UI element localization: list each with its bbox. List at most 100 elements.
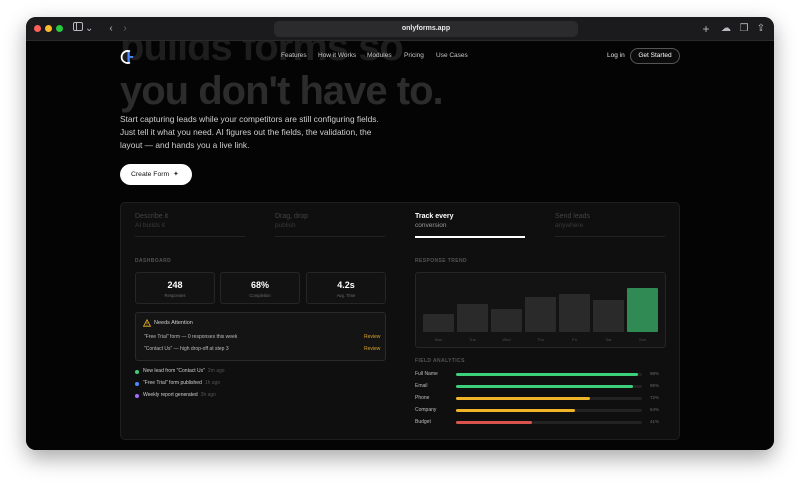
trend-day-label: Thu (537, 337, 544, 342)
tab-underline (555, 236, 665, 237)
onlyforms-logo-icon[interactable] (120, 49, 136, 65)
address-bar[interactable]: onlyforms.app (274, 21, 578, 37)
create-form-label: Create Form (131, 171, 170, 178)
feature-panel: Describe it AI builds it Drag, drop publ… (120, 202, 680, 440)
field-progress-fill (456, 421, 533, 424)
nav-link-how-it-works[interactable]: How it Works (318, 52, 357, 59)
review-link[interactable]: Review (364, 346, 381, 352)
trend-day-label: Fri (572, 337, 577, 342)
tab-title: Drag, drop (275, 213, 309, 220)
tab-describe[interactable]: Describe it AI builds it (135, 212, 245, 237)
new-tab-icon[interactable]: + (702, 22, 710, 36)
field-progress-track (456, 385, 642, 388)
field-percent: 98% (650, 371, 660, 376)
trend-bar-fri (559, 294, 590, 332)
stat-value: 4.2s (337, 280, 355, 290)
field-analytics-row: Company 64% (415, 407, 666, 415)
activity-time: 1h ago (204, 380, 221, 386)
activity-text: "Free Trial" form published (143, 380, 202, 386)
field-name: Email (415, 383, 428, 389)
tab-underline (415, 236, 525, 238)
field-progress-track (456, 421, 642, 424)
field-progress-track (456, 373, 642, 376)
chevron-down-icon[interactable]: ⌄ (85, 23, 94, 34)
tabs-overview-icon[interactable]: ❐ (739, 23, 749, 34)
field-analytics-row: Email 95% (415, 383, 666, 391)
cloud-icon[interactable]: ☁ (721, 23, 731, 34)
tab-title: Track every (415, 213, 454, 220)
field-percent: 41% (650, 419, 660, 424)
trend-day-label: Wed (502, 337, 511, 342)
field-progress-fill (456, 385, 633, 388)
tab-subtitle: publish (275, 222, 296, 229)
create-form-button[interactable]: Create Form ✦ (120, 164, 192, 185)
stat-label: Avg. Time (336, 293, 356, 298)
tab-subtitle: anywhere (555, 222, 584, 229)
field-progress-track (456, 397, 642, 400)
nav-link-features[interactable]: Features (281, 52, 307, 59)
trend-day-label: Mon (434, 337, 443, 342)
browser-window: ⌄ ‹ › onlyforms.app + ☁ ❐ ⇪ builds forms… (26, 17, 774, 450)
sidebar-toggle-icon[interactable] (72, 22, 84, 36)
field-progress-track (456, 409, 642, 412)
tab-title: Send leads (555, 213, 591, 220)
login-link[interactable]: Log in (607, 52, 625, 59)
maximize-window-button[interactable] (56, 25, 63, 32)
trend-bar-wed (491, 309, 522, 332)
activity-time: 2m ago (207, 368, 225, 374)
field-progress-fill (456, 397, 590, 400)
stat-card-responses: 248 Responses (135, 272, 215, 304)
response-trend-chart: Mon Tue Wed Thu Fri Sat Sun (415, 272, 666, 348)
field-analytics-label: FIELD ANALYTICS (415, 358, 465, 364)
stat-card-avg-time: 4.2s Avg. Time (306, 272, 386, 304)
field-percent: 72% (650, 395, 660, 400)
field-name: Budget (415, 419, 431, 425)
status-dot (135, 382, 139, 386)
trend-day-label: Tue (469, 337, 476, 342)
needs-attention-card: Needs Attention "Free Trial" form — 0 re… (135, 312, 386, 361)
nav-link-use-cases[interactable]: Use Cases (436, 52, 468, 59)
stat-label: Completion (249, 293, 271, 298)
url-text: onlyforms.app (401, 25, 451, 32)
field-name: Full Name (415, 371, 438, 377)
minimize-window-button[interactable] (45, 25, 52, 32)
trend-bar-sun (627, 288, 658, 332)
tab-subtitle: AI builds it (135, 222, 165, 229)
review-link[interactable]: Review (364, 334, 381, 340)
trend-bar-tue (457, 304, 488, 332)
forward-arrow-icon[interactable]: › (123, 23, 127, 34)
activity-text: New lead from "Contact Us" (143, 368, 205, 374)
field-name: Phone (415, 395, 430, 401)
back-arrow-icon[interactable]: ‹ (109, 23, 113, 34)
hero-headline-line2: you don't have to. (120, 69, 444, 113)
field-percent: 64% (650, 407, 660, 412)
nav-link-modules[interactable]: Modules (367, 52, 392, 59)
trend-bar-sat (593, 300, 624, 332)
sparkle-icon: ✦ (173, 171, 179, 178)
close-window-button[interactable] (34, 25, 41, 32)
warning-icon (143, 319, 151, 327)
status-dot (135, 370, 139, 374)
response-trend-label: RESPONSE TREND (415, 258, 467, 264)
hero-lead-text: Start capturing leads while your competi… (120, 114, 379, 150)
get-started-button[interactable]: Get Started (630, 48, 680, 64)
needs-attention-title: Needs Attention (154, 320, 193, 326)
tab-send-leads[interactable]: Send leads anywhere (555, 212, 665, 237)
tab-track[interactable]: Track every conversion (415, 212, 525, 238)
tab-subtitle: conversion (415, 222, 447, 229)
stat-value: 248 (167, 280, 183, 290)
field-analytics-row: Full Name 98% (415, 371, 666, 379)
tab-drag-drop[interactable]: Drag, drop publish (275, 212, 385, 237)
tab-underline (275, 236, 385, 237)
trend-day-label: Sat (605, 337, 612, 342)
field-percent: 95% (650, 383, 660, 388)
browser-titlebar: ⌄ ‹ › onlyforms.app + ☁ ❐ ⇪ (26, 17, 774, 41)
hero-headline-line1: builds forms so (120, 41, 404, 69)
site-nav: Features How it Works Modules Pricing Us… (26, 41, 774, 73)
dashboard-label: DASHBOARD (135, 258, 172, 264)
share-icon[interactable]: ⇪ (756, 23, 766, 34)
stat-card-completion: 68% Completion (220, 272, 300, 304)
nav-link-pricing[interactable]: Pricing (404, 52, 424, 59)
activity-time: 3h ago (200, 392, 216, 398)
trend-bar-mon (423, 314, 454, 332)
